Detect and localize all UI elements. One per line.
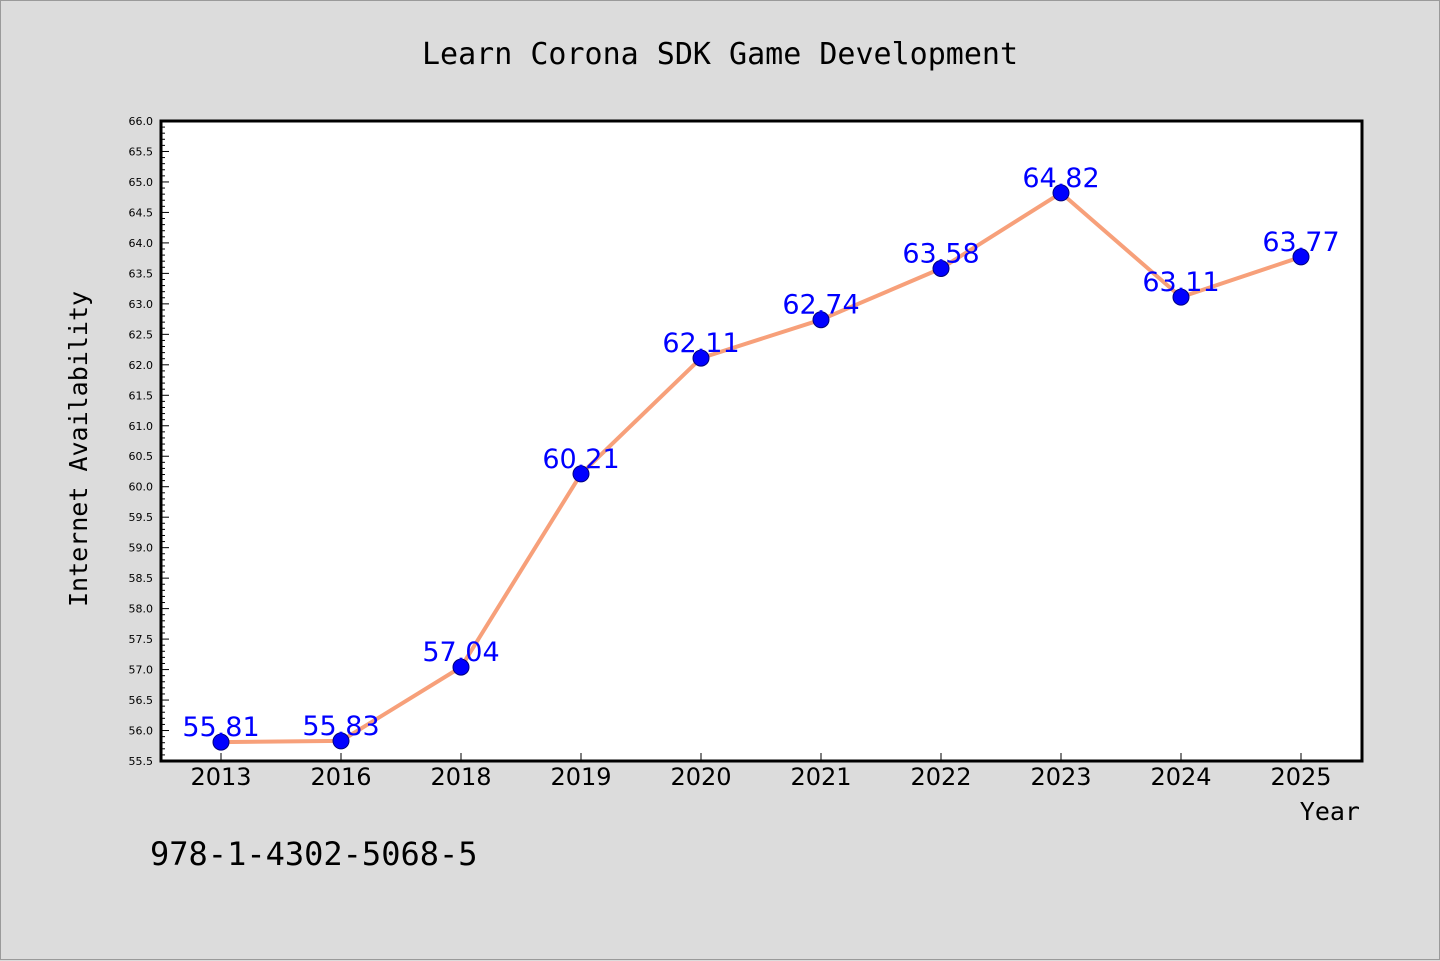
data-point-marker: [1052, 184, 1070, 202]
data-point-marker: [212, 733, 230, 751]
y-tick-label: 58.5: [129, 572, 154, 585]
data-label: 55.83: [302, 711, 379, 742]
data-point-marker: [452, 658, 470, 676]
data-point-marker: [332, 732, 350, 750]
data-labels-group: 55.81 55.83 57.04 60.21 62.11 62.74 63.58 64.82…: [182, 163, 1339, 743]
x-tick-label: 2019: [550, 763, 611, 791]
x-tick-label: 2023: [1030, 763, 1091, 791]
data-label: 62.74: [782, 290, 859, 321]
data-label: 63.11: [1142, 267, 1219, 298]
x-tick-label: 2018: [430, 763, 491, 791]
data-label: 62.11: [662, 328, 739, 359]
y-tick-label: 58.0: [129, 603, 154, 616]
data-point-marker: [812, 311, 830, 329]
y-tick-label: 61.0: [129, 420, 154, 433]
y-tick-label: 59.0: [129, 542, 154, 555]
data-label: 63.77: [1262, 227, 1339, 258]
data-point-marker: [572, 465, 590, 483]
y-axis: 55.5 56.0 56.5 57.0 57.5 58.0 58.5 59.0 59.5 60.0…: [129, 115, 169, 768]
x-axis-title: Year: [1300, 797, 1360, 826]
data-point-marker: [932, 260, 950, 278]
y-tick-label: 56.5: [129, 694, 154, 707]
chart-title: Learn Corona SDK Game Development: [422, 37, 1018, 72]
y-tick-label: 64.0: [129, 237, 154, 250]
data-point-marker: [1172, 288, 1190, 306]
data-point-marker: [692, 349, 710, 367]
x-tick-label: 2025: [1270, 763, 1331, 791]
x-tick-label: 2020: [670, 763, 731, 791]
data-label: 57.04: [422, 637, 499, 668]
y-tick-label: 56.0: [129, 725, 154, 738]
y-tick-label: 57.0: [129, 664, 154, 677]
y-tick-label: 62.5: [129, 328, 154, 341]
data-label: 63.58: [902, 239, 979, 270]
y-tick-label: 66.0: [129, 115, 154, 128]
x-tick-label: 2013: [190, 763, 251, 791]
y-tick-label: 63.0: [129, 298, 154, 311]
y-axis-title: Internet Availability: [64, 291, 93, 607]
y-tick-label: 61.5: [129, 389, 154, 402]
y-tick-label: 59.5: [129, 511, 154, 524]
x-tick-label: 2024: [1150, 763, 1211, 791]
data-point-marker: [1292, 248, 1310, 266]
data-label: 60.21: [542, 444, 619, 475]
isbn-text: 978-1-4302-5068-5: [150, 835, 478, 873]
y-tick-label: 55.5: [129, 755, 154, 768]
series-line: [220, 190, 1302, 745]
y-tick-label: 64.5: [129, 206, 154, 219]
data-label: 55.81: [182, 712, 259, 743]
y-tick-label: 65.5: [129, 145, 154, 158]
y-tick-label: 57.5: [129, 633, 154, 646]
data-label: 64.82: [1022, 163, 1099, 194]
series-group: [212, 184, 1310, 751]
x-axis: 2013 2016 2018 2019 2020 2021 2022 2023 2024 2025: [190, 753, 1332, 791]
y-tick-label: 65.0: [129, 176, 154, 189]
x-tick-label: 2016: [310, 763, 371, 791]
y-tick-label: 62.0: [129, 359, 154, 372]
y-tick-label: 60.5: [129, 450, 154, 463]
plot-area: [159, 119, 1364, 763]
y-tick-label: 60.0: [129, 481, 154, 494]
x-tick-label: 2022: [910, 763, 971, 791]
y-tick-label: 63.5: [129, 267, 154, 280]
x-tick-label: 2021: [790, 763, 851, 791]
